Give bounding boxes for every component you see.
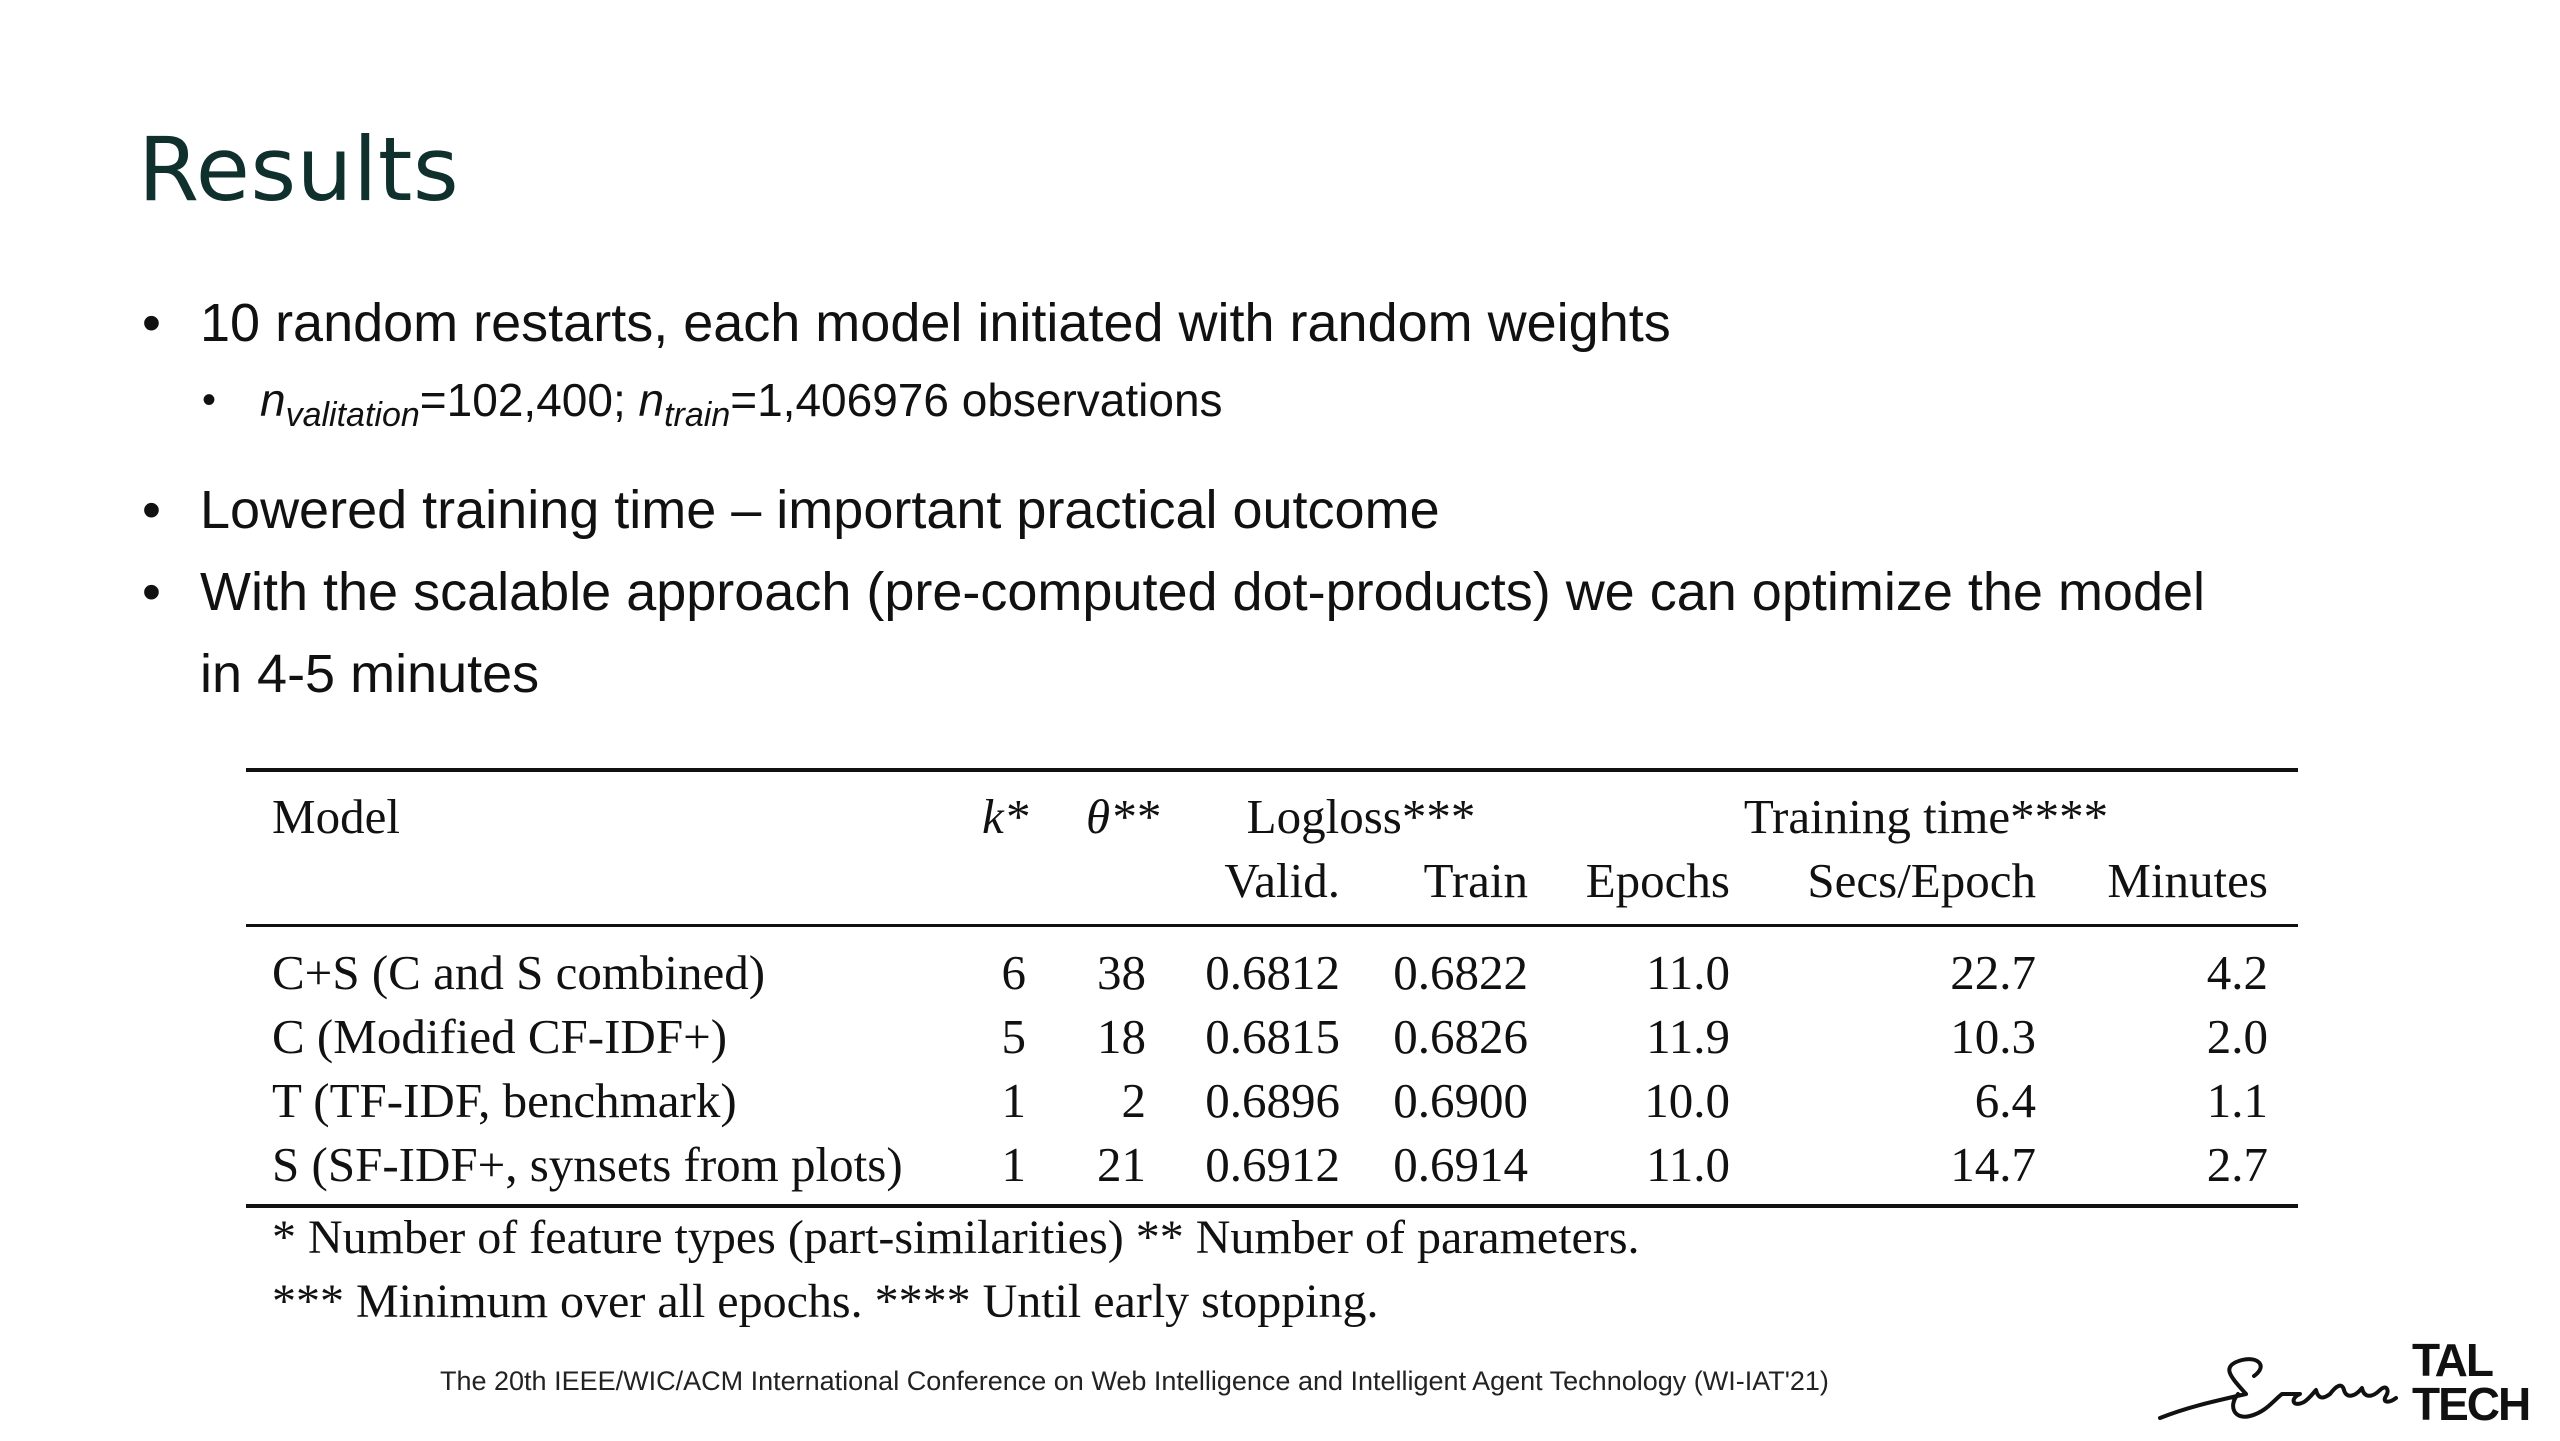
subscript-train: train	[664, 396, 731, 435]
cell-secs-epoch: 6.4	[1974, 1073, 2036, 1128]
cell-minutes: 2.0	[2206, 1009, 2268, 1064]
cell-theta: 38	[1097, 945, 1146, 1000]
cell-epochs: 11.0	[1646, 1137, 1730, 1192]
cell-theta: 18	[1097, 1009, 1146, 1064]
cell-secs-epoch: 22.7	[1950, 945, 2036, 1000]
cell-epochs: 10.0	[1644, 1073, 1730, 1128]
sub-bullet-item: • nvalitation=102,400; ntrain=1,406976 ob…	[138, 364, 2438, 451]
cell-model: S (SF-IDF+, synsets from plots)	[272, 1137, 903, 1192]
bullet-text: Lowered training time – important practi…	[200, 480, 1440, 541]
cell-secs-epoch: 14.7	[1950, 1137, 2036, 1192]
cell-k: 5	[1001, 1009, 1027, 1064]
bullet-icon: •	[142, 480, 161, 541]
taltech-logo: TAL TECH	[2412, 1337, 2531, 1427]
sub-text: =102,400;	[419, 374, 639, 426]
conference-footer: The 20th IEEE/WIC/ACM International Conf…	[440, 1366, 1829, 1396]
sub-text: =1,406976 observations	[730, 374, 1223, 426]
university-logo: TAL TECH	[2150, 1336, 2550, 1436]
taltech-logo-line2: TECH	[2412, 1378, 2531, 1430]
cell-train: 0.6822	[1393, 945, 1528, 1000]
cell-minutes: 4.2	[2206, 945, 2268, 1000]
table-footnote: *** Minimum over all epochs. **** Until …	[272, 1275, 1379, 1328]
cell-epochs: 11.9	[1646, 1009, 1730, 1064]
header-epochs: Epochs	[1585, 853, 1730, 908]
header-theta: θ**	[1086, 789, 1160, 844]
bullet-item: • 10 random restarts, each model initiate…	[138, 282, 2438, 364]
cell-epochs: 11.0	[1646, 945, 1730, 1000]
header-train: Train	[1423, 853, 1528, 908]
cell-train: 0.6900	[1393, 1073, 1528, 1128]
erasmus-signature-logo	[2158, 1357, 2398, 1420]
table-rule-middle	[246, 924, 2298, 927]
cell-minutes: 2.7	[2206, 1137, 2268, 1192]
cell-train: 0.6914	[1393, 1137, 1528, 1192]
cell-k: 1	[1001, 1073, 1027, 1128]
cell-k: 6	[1001, 945, 1027, 1000]
table-rule-bottom	[246, 1204, 2298, 1208]
cell-valid: 0.6812	[1205, 945, 1340, 1000]
cell-minutes: 1.1	[2206, 1073, 2268, 1128]
slide-title: Results	[138, 118, 460, 221]
header-minutes: Minutes	[2107, 853, 2268, 908]
subscript-validation: valitation	[285, 396, 420, 435]
header-logloss: Logloss***	[1246, 789, 1476, 844]
bullet-text: 10 random restarts, each model initiated…	[200, 293, 1671, 353]
cell-theta: 21	[1097, 1137, 1146, 1192]
cell-model: C (Modified CF-IDF+)	[272, 1009, 728, 1064]
cell-model: C+S (C and S combined)	[272, 945, 766, 1000]
cell-theta: 2	[1121, 1073, 1147, 1128]
bullet-text: in 4-5 minutes	[200, 644, 540, 705]
bullet-icon: •	[202, 378, 217, 422]
bullet-text: With the scalable approach (pre-computed…	[200, 562, 2206, 623]
table-footnote: * Number of feature types (part-similari…	[272, 1211, 1640, 1264]
cell-secs-epoch: 10.3	[1950, 1009, 2036, 1064]
cell-valid: 0.6912	[1205, 1137, 1340, 1192]
cell-valid: 0.6896	[1205, 1073, 1340, 1128]
n-symbol: n	[638, 374, 665, 426]
header-training-time: Training time****	[1743, 789, 2109, 844]
bullet-item: • With the scalable approach (pre-compute…	[138, 551, 2438, 715]
table-rule-top	[246, 768, 2298, 772]
cell-train: 0.6826	[1393, 1009, 1528, 1064]
bullet-icon: •	[142, 562, 161, 623]
bullet-icon: •	[142, 293, 161, 353]
cell-k: 1	[1001, 1137, 1027, 1192]
header-valid: Valid.	[1224, 853, 1340, 908]
n-symbol: n	[260, 374, 286, 426]
cell-model: T (TF-IDF, benchmark)	[272, 1073, 737, 1128]
bullet-item: • Lowered training time – important pract…	[138, 469, 2438, 551]
header-secs-epoch: Secs/Epoch	[1807, 853, 2036, 908]
header-model: Model	[272, 789, 400, 844]
cell-valid: 0.6815	[1205, 1009, 1340, 1064]
taltech-logo-line1: TAL	[2412, 1334, 2494, 1386]
header-k: k*	[982, 789, 1029, 844]
bullet-list: • 10 random restarts, each model initiate…	[138, 282, 2438, 715]
